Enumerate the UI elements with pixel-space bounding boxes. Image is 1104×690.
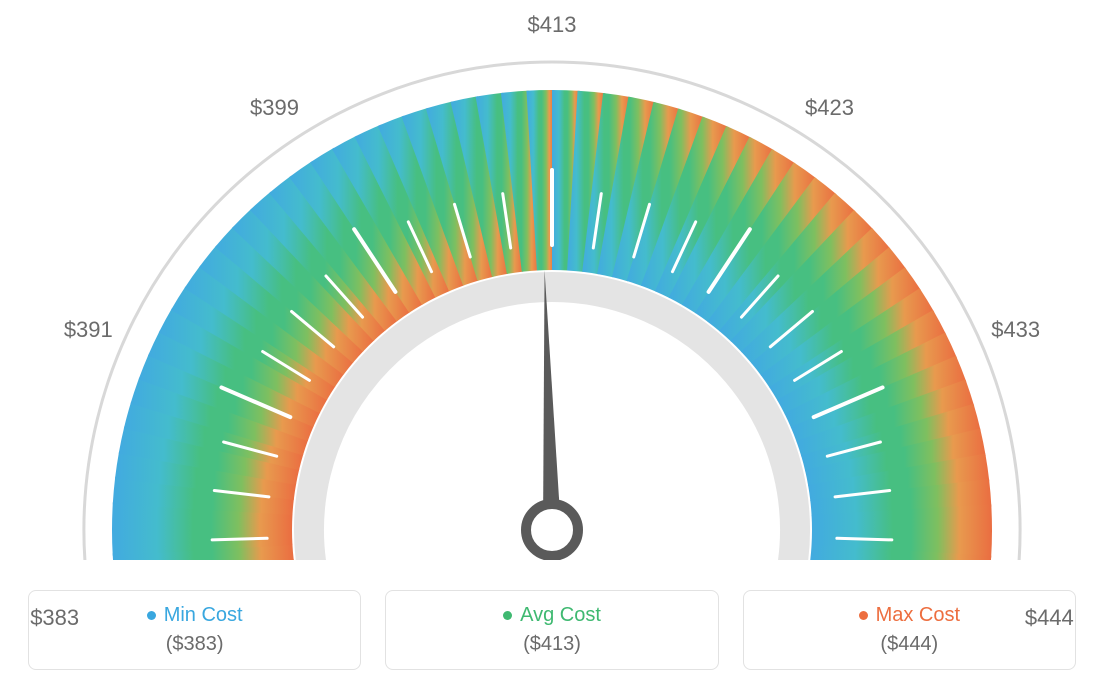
gauge-chart-container: $383$391$399$413$423$433$444 Min Cost ($… [0,0,1104,690]
legend-avg: Avg Cost ($413) [385,590,718,670]
legend-avg-value: ($413) [523,633,581,656]
gauge-svg [0,0,1104,560]
legend-min-dot [147,611,156,620]
gauge-tick-label: $423 [805,95,854,121]
gauge-tick-label: $413 [528,12,577,38]
gauge-tick-label: $433 [991,317,1040,343]
legend-area: Min Cost ($383) Avg Cost ($413) Max Cost… [0,580,1104,690]
legend-max-dot [859,611,868,620]
legend-max-value: ($444) [880,633,938,656]
legend-min-title: Min Cost [147,604,243,627]
legend-min: Min Cost ($383) [28,590,361,670]
gauge-tick-label: $391 [64,317,113,343]
legend-avg-dot [503,611,512,620]
legend-max-label: Max Cost [876,604,960,627]
legend-avg-title: Avg Cost [503,604,601,627]
legend-min-label: Min Cost [164,604,243,627]
legend-min-value: ($383) [166,633,224,656]
legend-max-title: Max Cost [859,604,960,627]
gauge-area: $383$391$399$413$423$433$444 [0,0,1104,560]
legend-max: Max Cost ($444) [743,590,1076,670]
legend-avg-label: Avg Cost [520,604,601,627]
gauge-tick-label: $399 [250,95,299,121]
